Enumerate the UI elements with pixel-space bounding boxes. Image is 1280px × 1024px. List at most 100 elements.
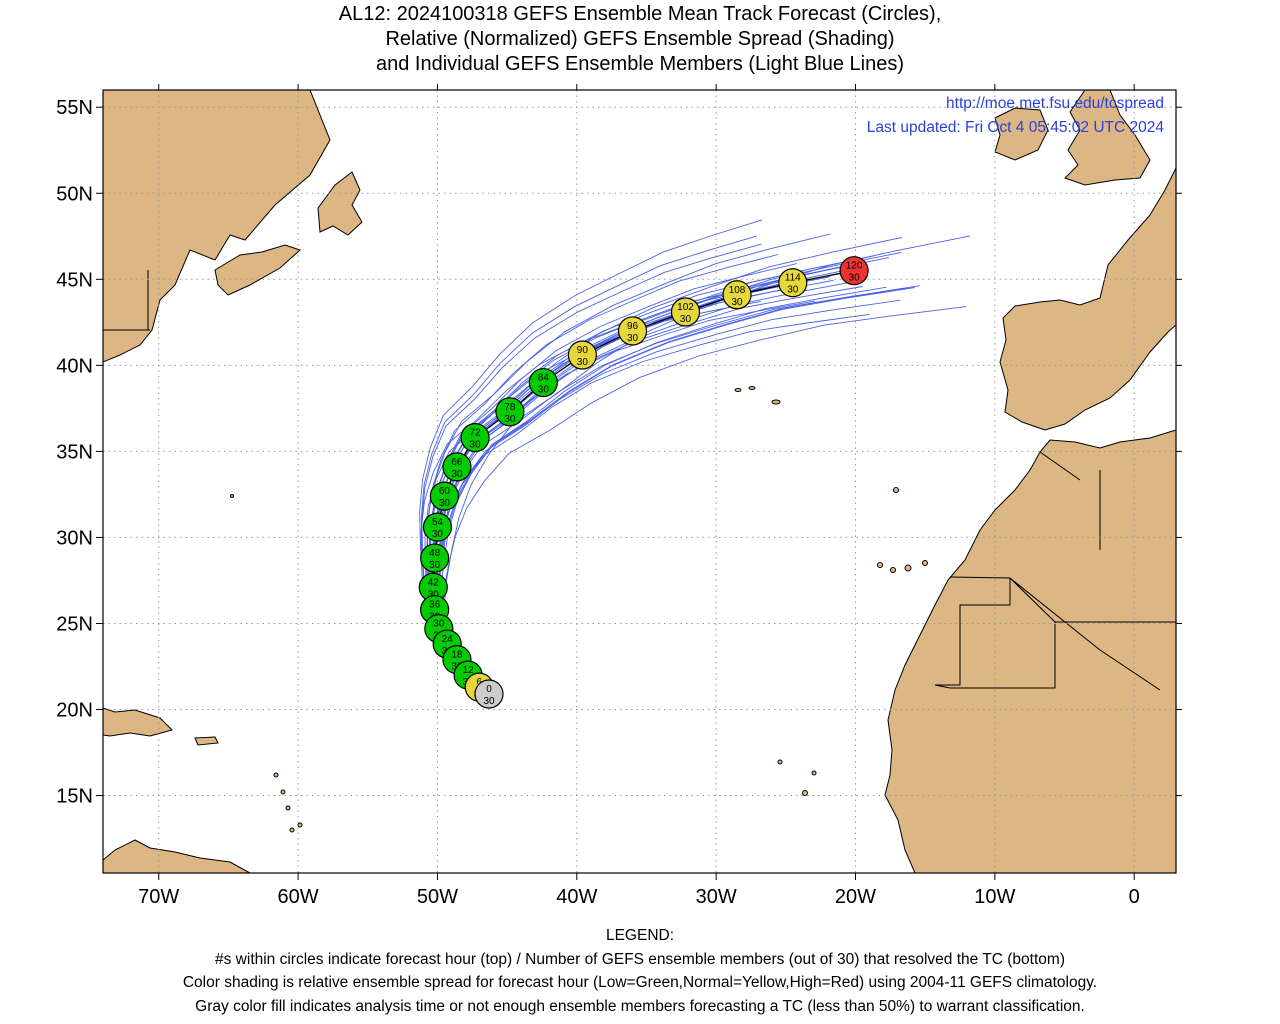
forecast-circle xyxy=(429,481,460,511)
cape-verde-island-3 xyxy=(811,770,817,776)
lat-label: 25N xyxy=(56,613,93,635)
forecast-hour-label: 90 xyxy=(577,345,589,356)
hispaniola-island xyxy=(103,707,173,737)
forecast-hour-label: 72 xyxy=(470,428,482,439)
forecast-circle xyxy=(839,256,869,286)
lesser-antilles-4 xyxy=(289,827,295,833)
forecast-circle xyxy=(528,367,558,398)
member-count-label: 30 xyxy=(483,696,495,707)
madeira-island xyxy=(893,487,899,493)
legend-line-2: Color shading is relative ensemble sprea… xyxy=(182,974,1098,991)
lesser-antilles-2 xyxy=(280,789,286,795)
lesser-antilles-1 xyxy=(273,772,279,778)
puerto-rico-island xyxy=(194,736,219,746)
title-line-1: AL12: 2024100318 GEFS Ensemble Mean Trac… xyxy=(338,3,942,25)
forecast-hour-label: 0 xyxy=(486,684,492,695)
lon-label: 70W xyxy=(138,886,179,908)
info-url[interactable]: http://moe.met.fsu.edu/tcspread xyxy=(946,95,1164,112)
canary-island-1 xyxy=(877,562,883,568)
forecast-hour-label: 54 xyxy=(432,517,444,528)
axes: 70W 60W 50W 40W 30W 20W 10W 0 55N 50N 45N 40N 35N 30N… xyxy=(56,84,1182,908)
forecast-hour-label: 12 xyxy=(463,665,475,676)
forecast-hour-label: 30 xyxy=(433,619,445,630)
newfoundland-island xyxy=(317,171,363,236)
track-map: 1203011430108301023096309030843078307230… xyxy=(56,84,1182,908)
cape-verde-island-2 xyxy=(802,790,808,796)
member-count-label: 30 xyxy=(504,414,516,425)
bermuda-island xyxy=(230,494,234,498)
forecast-circle xyxy=(670,297,701,327)
forecast-hour-label: 24 xyxy=(442,634,454,645)
forecast-hour-label: 102 xyxy=(677,302,694,313)
map-frame xyxy=(102,89,1177,874)
lon-label: 30W xyxy=(696,886,737,908)
lat-label: 55N xyxy=(56,97,93,119)
member-count-label: 30 xyxy=(439,498,451,509)
ireland-island xyxy=(994,107,1049,161)
grid-lines xyxy=(103,90,1176,873)
forecast-circle xyxy=(420,543,450,573)
forecast-hour-label: 48 xyxy=(429,548,441,559)
great-britain-island xyxy=(1064,90,1151,186)
europe-iberia-landmass xyxy=(999,167,1176,431)
forecast-hour-label: 114 xyxy=(785,273,801,284)
forecast-hour-label: 36 xyxy=(429,600,441,611)
forecast-circle xyxy=(495,397,525,427)
title-line-3: and Individual GEFS Ensemble Members (Li… xyxy=(375,53,905,75)
member-count-label: 30 xyxy=(731,297,743,308)
forecast-hour-label: 120 xyxy=(846,261,863,272)
lon-label: 50W xyxy=(417,886,458,908)
forecast-hour-label: 96 xyxy=(627,321,639,332)
legend-line-1: #s within circles indicate forecast hour… xyxy=(215,950,1065,968)
africa-landmass xyxy=(884,429,1176,873)
forecast-hour-label: 66 xyxy=(451,457,463,468)
legend-heading: LEGEND: xyxy=(605,927,675,944)
land-layer xyxy=(103,90,1176,873)
lat-label: 50N xyxy=(56,183,93,205)
forecast-hour-label: 6 xyxy=(476,677,482,688)
canary-island-3 xyxy=(904,564,912,572)
member-count-label: 30 xyxy=(451,469,463,480)
member-count-label: 30 xyxy=(538,385,550,396)
azores-island-1 xyxy=(734,388,742,392)
cape-verde-island-1 xyxy=(777,759,783,765)
member-count-label: 30 xyxy=(428,589,440,600)
member-count-label: 30 xyxy=(429,560,441,571)
forecast-circle xyxy=(778,268,808,298)
lon-label: 0 xyxy=(1129,886,1140,908)
lat-label: 45N xyxy=(56,269,93,291)
forecast-circle xyxy=(474,679,504,709)
lat-label: 40N xyxy=(56,355,93,377)
legend-line-3: Gray color fill indicates analysis time … xyxy=(195,997,1085,1015)
title-line-2: Relative (Normalized) GEFS Ensemble Spre… xyxy=(385,28,895,50)
forecast-point: 030 xyxy=(474,679,504,709)
north-america-landmass xyxy=(103,90,331,363)
south-america-landmass xyxy=(103,839,251,873)
forecast-circle xyxy=(422,512,453,542)
lat-label: 35N xyxy=(56,441,93,463)
forecast-circles: 1203011430108301023096309030843078307230… xyxy=(418,256,869,709)
forecast-hour-label: 78 xyxy=(504,402,516,413)
border-line xyxy=(103,270,1176,691)
lon-label: 60W xyxy=(278,886,319,908)
canary-island-2 xyxy=(890,567,896,573)
nova-scotia xyxy=(214,244,301,296)
forecast-circle xyxy=(617,316,648,346)
lesser-antilles-3 xyxy=(285,805,291,811)
forecast-hour-label: 84 xyxy=(538,373,550,384)
info-last-updated: Last updated: Fri Oct 4 05:45:02 UTC 202… xyxy=(867,119,1165,136)
member-count-label: 30 xyxy=(470,440,482,451)
canary-island-4 xyxy=(922,560,928,566)
member-count-label: 30 xyxy=(849,273,861,284)
country-borders xyxy=(103,270,1176,691)
member-count-label: 30 xyxy=(787,285,799,296)
